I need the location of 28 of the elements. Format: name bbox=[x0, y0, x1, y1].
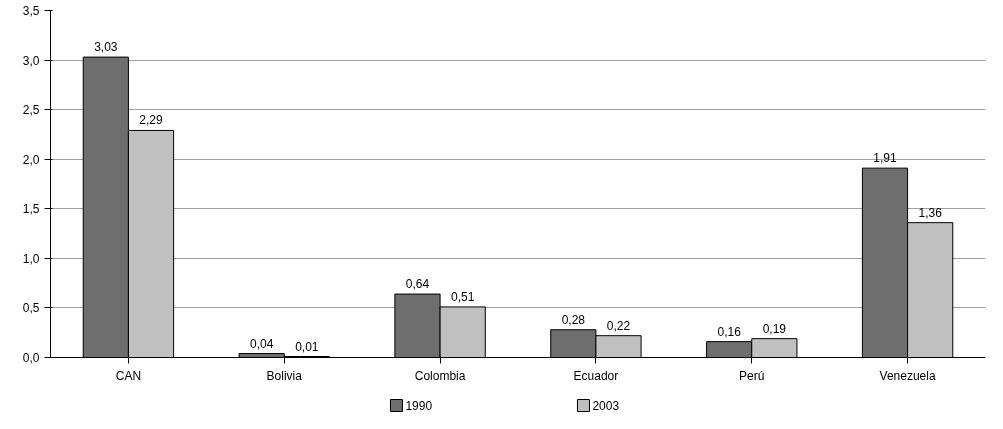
x-tick-label: Bolivia bbox=[266, 368, 303, 383]
data-label: 0,04 bbox=[249, 336, 274, 351]
y-tick-label: 0,0 bbox=[22, 351, 40, 365]
data-label: 2,29 bbox=[139, 113, 164, 128]
data-label: 0,64 bbox=[405, 277, 430, 292]
data-label: 1,91 bbox=[873, 151, 897, 166]
data-label: 1,36 bbox=[918, 205, 943, 220]
data-label: 0,51 bbox=[451, 289, 475, 304]
data-label: 0,28 bbox=[561, 312, 586, 327]
data-label: 0,01 bbox=[295, 339, 319, 354]
data-label: 0,22 bbox=[606, 318, 631, 333]
x-tick-label: Perú bbox=[739, 368, 765, 383]
legend-label: 1990 bbox=[405, 399, 433, 413]
x-tick-label: Colombia bbox=[414, 368, 466, 383]
y-tick-label: 3,0 bbox=[22, 53, 40, 68]
y-tick-label: 2,5 bbox=[22, 103, 40, 118]
y-tick-label: 2,0 bbox=[22, 152, 40, 167]
y-tick-label: 0,5 bbox=[22, 301, 40, 316]
y-tick-label: 3,5 bbox=[22, 4, 40, 18]
x-tick-label: CAN bbox=[115, 368, 142, 383]
data-label: 0,19 bbox=[762, 321, 787, 336]
data-label: 0,16 bbox=[717, 324, 742, 339]
y-tick-label: 1,5 bbox=[22, 202, 40, 217]
data-label: 3,03 bbox=[94, 40, 118, 55]
x-tick-label: Venezuela bbox=[879, 368, 936, 383]
y-tick-label: 1,0 bbox=[22, 251, 40, 266]
legend-label: 2003 bbox=[592, 399, 620, 413]
x-tick-label: Ecuador bbox=[573, 368, 619, 383]
